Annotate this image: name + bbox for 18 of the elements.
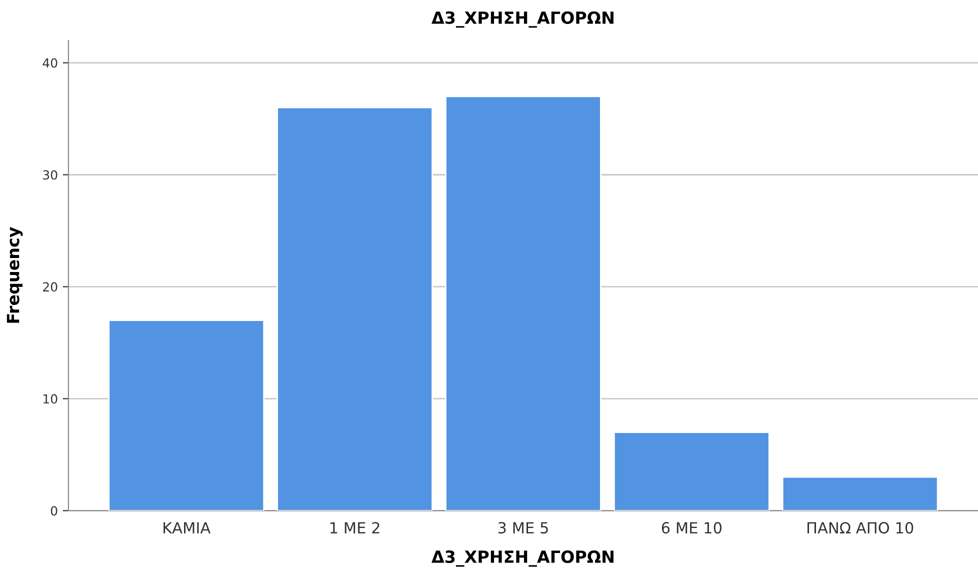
y-axis-title: Frequency	[6, 227, 23, 323]
x-tick-label: 6 ΜΕ 10	[662, 522, 722, 534]
bar	[445, 96, 602, 511]
x-tick-label: 3 ΜΕ 5	[498, 522, 548, 534]
x-axis-title: Δ3_ΧΡΗΣΗ_ΑΓΟΡΩΝ	[432, 550, 614, 567]
bar	[613, 432, 770, 511]
chart-title: Δ3_ΧΡΗΣΗ_ΑΓΟΡΩΝ	[432, 11, 614, 28]
y-tick-label: 40	[42, 58, 58, 68]
y-tick-label: 30	[43, 170, 58, 180]
x-tick-label: ΠΑΝΩ ΑΠΟ 10	[808, 522, 914, 534]
y-tick-label: 0	[50, 506, 58, 516]
bar	[276, 106, 433, 511]
y-tick-label: 10	[44, 394, 58, 404]
y-tick-label: 20	[43, 282, 58, 292]
x-tick-label: 1 ΜΕ 2	[330, 522, 380, 534]
bar	[108, 320, 265, 511]
x-tick-label: ΚΑΜΙΑ	[164, 522, 211, 534]
bar	[782, 476, 938, 511]
